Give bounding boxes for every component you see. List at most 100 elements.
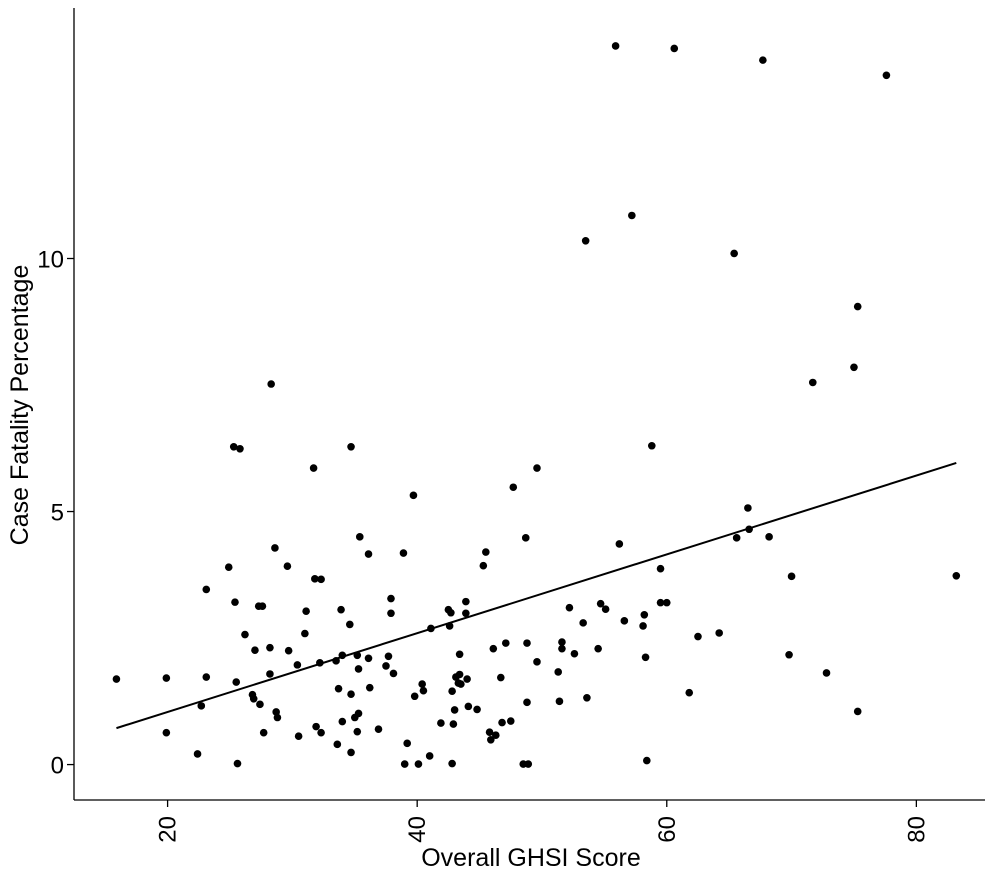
- data-point: [455, 650, 464, 659]
- data-point: [445, 622, 454, 630]
- data-point: [259, 728, 268, 737]
- data-point: [462, 597, 470, 606]
- data-point: [232, 678, 241, 686]
- data-point: [501, 639, 510, 647]
- data-point: [410, 692, 419, 701]
- data-point: [301, 629, 309, 638]
- data-point: [337, 605, 345, 614]
- data-point: [283, 562, 292, 570]
- data-point: [418, 680, 426, 688]
- data-point: [355, 533, 364, 541]
- data-point: [302, 607, 310, 616]
- data-point: [822, 669, 831, 677]
- data-point: [457, 680, 465, 688]
- data-point: [258, 602, 267, 610]
- data-point: [419, 686, 428, 695]
- data-point: [311, 575, 319, 583]
- data-point: [448, 759, 456, 768]
- data-point: [293, 661, 302, 669]
- data-point: [251, 646, 259, 655]
- data-point: [353, 651, 362, 660]
- data-point: [316, 659, 324, 667]
- data-point: [554, 668, 563, 676]
- data-point: [639, 622, 647, 630]
- data-point: [427, 624, 435, 633]
- data-point: [284, 646, 293, 655]
- data-point: [524, 760, 533, 768]
- trend-line: [116, 462, 957, 730]
- data-point: [628, 211, 636, 220]
- data-point: [656, 598, 665, 607]
- data-point: [455, 670, 464, 679]
- data-point: [601, 605, 610, 614]
- data-point: [473, 705, 481, 714]
- data-point: [765, 533, 773, 541]
- data-point: [317, 728, 325, 737]
- data-point: [112, 675, 121, 683]
- data-point: [256, 700, 264, 709]
- data-point: [233, 759, 242, 768]
- data-point: [197, 702, 206, 710]
- data-point: [533, 464, 541, 472]
- data-point: [414, 760, 423, 768]
- data-point: [364, 550, 373, 558]
- labels-layer: 20 40 60 80 0 5 10 Overall GHSI Score Case Fatal…: [6, 247, 930, 872]
- data-point: [656, 564, 665, 573]
- x-tick-label: 80: [903, 816, 930, 843]
- data-point: [615, 540, 624, 548]
- data-point: [850, 363, 858, 372]
- data-point: [694, 632, 702, 641]
- data-point: [354, 709, 363, 718]
- x-tick-label: 60: [654, 816, 681, 843]
- data-point: [882, 71, 891, 80]
- data-point: [492, 731, 500, 740]
- data-point: [523, 639, 531, 647]
- data-point: [202, 585, 211, 594]
- data-point: [732, 534, 741, 542]
- data-point: [498, 718, 506, 727]
- data-point: [249, 694, 258, 703]
- data-point: [312, 722, 320, 731]
- data-point: [334, 684, 343, 693]
- data-point: [787, 572, 796, 581]
- data-point: [309, 464, 318, 472]
- y-tick-label: 5: [51, 500, 64, 527]
- data-point: [399, 549, 408, 557]
- data-point: [641, 653, 650, 662]
- data-point: [387, 594, 395, 603]
- data-point: [853, 707, 862, 716]
- y-tick-label: 10: [37, 247, 64, 274]
- data-point: [384, 652, 393, 661]
- data-point: [333, 740, 342, 749]
- data-point: [730, 249, 738, 258]
- data-point: [449, 720, 458, 728]
- data-point: [202, 673, 211, 681]
- data-point: [596, 599, 605, 608]
- data-point: [555, 697, 564, 706]
- data-point: [193, 750, 202, 758]
- data-point: [506, 717, 515, 725]
- data-point: [715, 629, 723, 637]
- data-point: [448, 687, 456, 695]
- data-point: [523, 698, 531, 707]
- data-point: [521, 534, 530, 542]
- trend-layer: [116, 462, 957, 730]
- data-point: [558, 638, 566, 646]
- data-point: [462, 609, 470, 618]
- data-point: [744, 504, 752, 512]
- data-point: [464, 702, 473, 711]
- data-point: [509, 483, 518, 492]
- data-point: [685, 688, 694, 697]
- data-point: [231, 598, 239, 606]
- data-point: [487, 735, 495, 744]
- data-point: [662, 598, 671, 607]
- data-point: [347, 748, 355, 757]
- data-point: [389, 669, 398, 678]
- data-point: [643, 756, 651, 765]
- data-point: [579, 619, 587, 627]
- data-point: [387, 609, 395, 618]
- data-point: [374, 725, 383, 733]
- x-tick-label: 20: [155, 816, 182, 843]
- y-axis-title: Case Fatality Percentage: [6, 265, 34, 546]
